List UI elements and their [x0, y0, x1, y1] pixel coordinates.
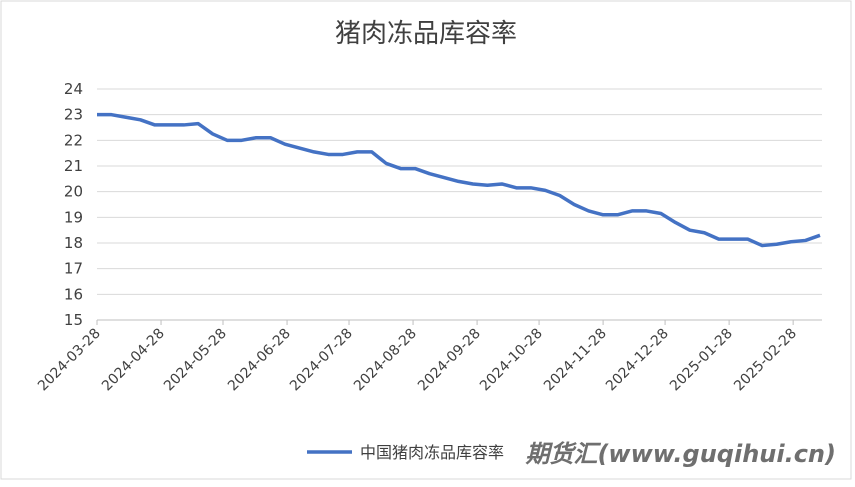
y-tick-label: 22 [64, 131, 83, 149]
y-tick-label: 15 [64, 311, 83, 329]
y-tick-label: 23 [64, 106, 83, 124]
y-tick-label: 18 [64, 234, 83, 252]
legend-label: 中国猪肉冻品库容率 [360, 443, 504, 462]
series-line [97, 112, 821, 248]
y-tick-label: 19 [64, 208, 83, 226]
y-tick-label: 20 [64, 183, 83, 201]
y-tick-label: 21 [64, 157, 83, 175]
y-tick-label: 24 [64, 80, 83, 98]
chart-title: 猪肉冻品库容率 [335, 19, 517, 49]
watermark: 期货汇(www.guqihui.cn) [524, 440, 836, 468]
y-tick-label: 16 [64, 285, 83, 303]
y-tick-label: 17 [64, 260, 83, 278]
